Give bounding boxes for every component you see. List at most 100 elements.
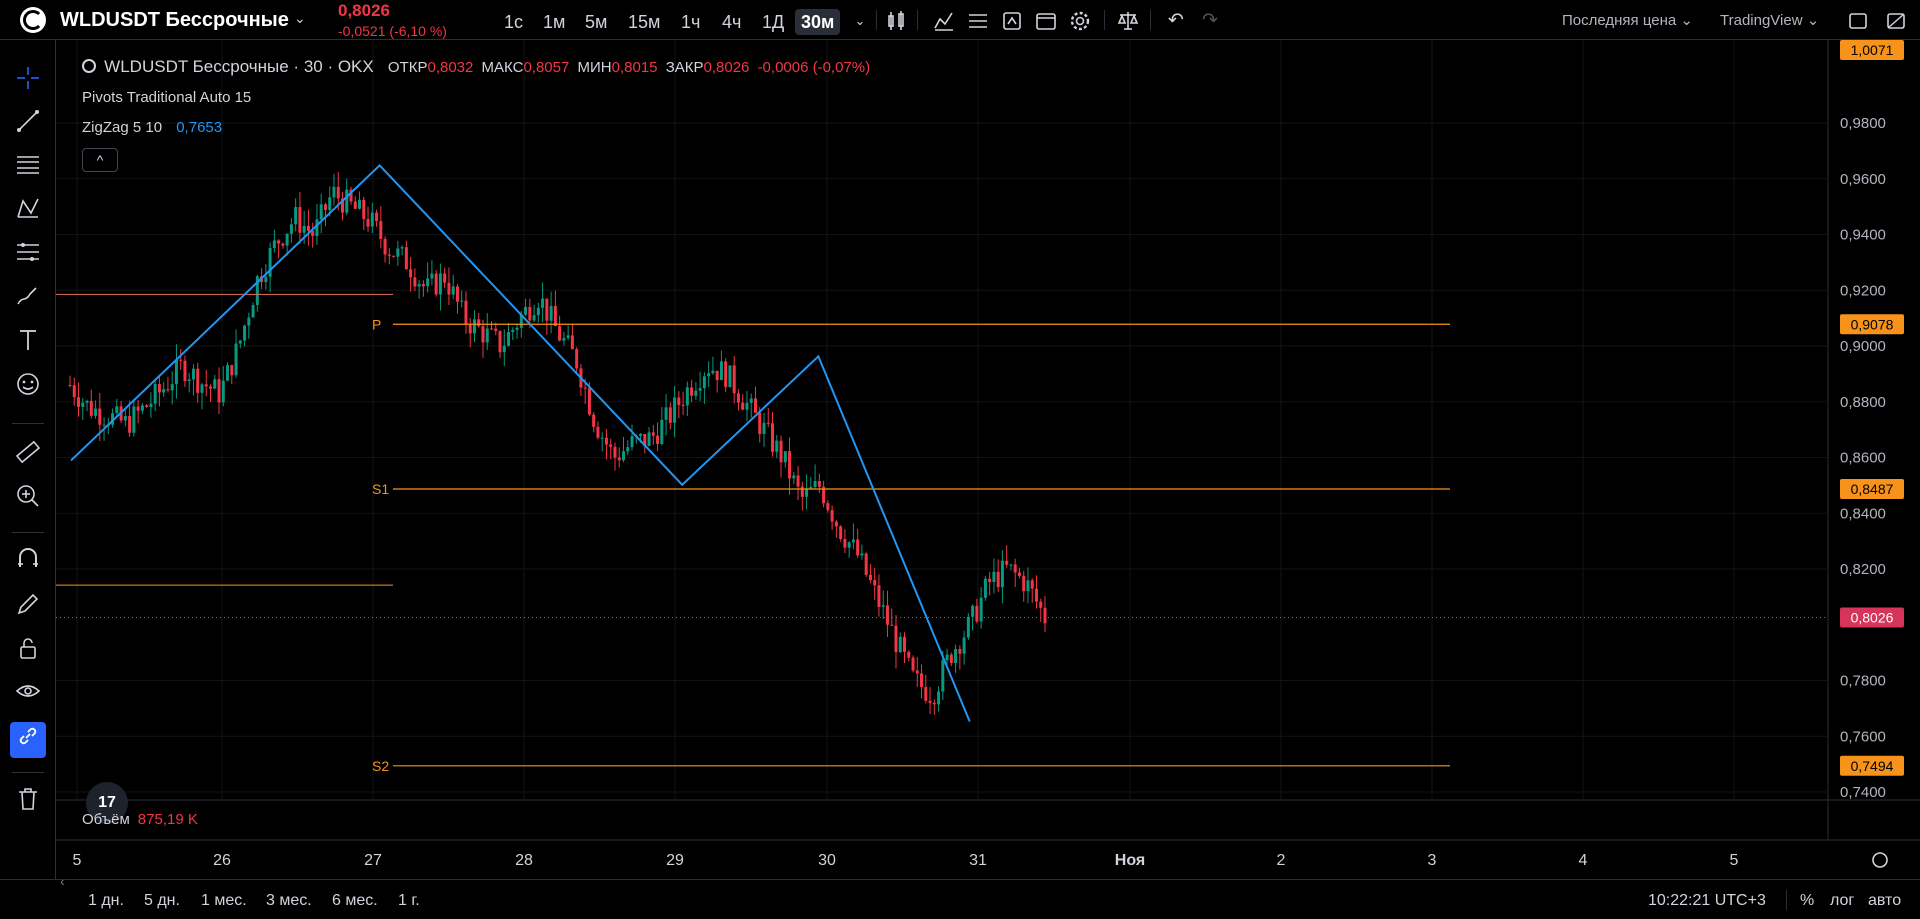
- candle: [490, 328, 494, 330]
- range-1d[interactable]: 1 дн.: [88, 892, 124, 909]
- candle: [502, 345, 506, 353]
- legend-title[interactable]: WLDUSDT Бессрочные · 30 · OKX: [104, 57, 374, 76]
- bottom-toolbar: 1 дн. 5 дн. 1 мес. 3 мес. 6 мес. 1 г. 10…: [0, 879, 1920, 919]
- chevron-left-icon[interactable]: ‹: [60, 873, 65, 889]
- indicators-icon[interactable]: [932, 9, 956, 33]
- legend-open: 0,8032: [427, 59, 474, 76]
- fullscreen-icon[interactable]: [1846, 9, 1870, 33]
- chevron-down-icon[interactable]: ⌄: [294, 10, 306, 26]
- symbol-logo-icon[interactable]: [20, 7, 46, 33]
- alert-icon[interactable]: [1000, 9, 1024, 33]
- link-icon[interactable]: [10, 722, 46, 758]
- candle: [617, 457, 621, 461]
- chart-area[interactable]: P S1 S2 0,9800 0,9600 0,9400 0,9200 0,9000 0,88…: [0, 40, 1920, 879]
- templates-icon[interactable]: [966, 9, 990, 33]
- range-1m[interactable]: 1 мес.: [201, 892, 247, 909]
- gear-icon[interactable]: [1068, 9, 1092, 33]
- forecast-icon[interactable]: [14, 238, 42, 266]
- candle: [481, 326, 485, 343]
- candle: [558, 325, 562, 341]
- auto-toggle[interactable]: авто: [1868, 892, 1902, 909]
- candle: [413, 277, 417, 287]
- fib-lines-icon[interactable]: [14, 151, 42, 179]
- time-tick: 5: [1730, 852, 1739, 869]
- trend-line-icon[interactable]: [14, 107, 42, 135]
- timeframe-4h[interactable]: 4ч: [722, 12, 742, 32]
- candles-icon[interactable]: [884, 9, 908, 33]
- percent-toggle[interactable]: %: [1800, 892, 1815, 909]
- time-tick: 3: [1428, 852, 1437, 869]
- compare-scale-icon[interactable]: [1116, 9, 1140, 33]
- range-1y[interactable]: 1 г.: [398, 892, 420, 909]
- candle: [1034, 588, 1038, 602]
- candle: [766, 422, 770, 424]
- legend-close: 0,8026: [703, 59, 750, 76]
- gear-icon[interactable]: [1872, 852, 1888, 868]
- undo-icon[interactable]: ↶: [1168, 10, 1184, 31]
- eye-icon[interactable]: [14, 677, 42, 705]
- candle: [851, 539, 855, 543]
- replay-icon[interactable]: [1034, 9, 1058, 33]
- candle: [111, 413, 115, 425]
- timeframe-5m[interactable]: 5м: [585, 12, 608, 32]
- magnet-icon[interactable]: [14, 545, 42, 573]
- brush-icon[interactable]: [14, 282, 42, 310]
- timeframe-1s[interactable]: 1с: [504, 12, 524, 32]
- timeframe-1h[interactable]: 1ч: [681, 12, 701, 32]
- chart-canvas[interactable]: P S1 S2 0,9800 0,9600 0,9400 0,9200 0,9000 0,88…: [0, 40, 1920, 879]
- range-6m[interactable]: 6 мес.: [332, 892, 378, 909]
- range-3m[interactable]: 3 мес.: [266, 892, 312, 909]
- candle: [247, 317, 251, 326]
- price-tick: 0,9000: [1840, 338, 1886, 355]
- pivot-price-text: 0,7494: [1851, 758, 1894, 774]
- timeframe-1m[interactable]: 1м: [543, 12, 566, 32]
- text-icon[interactable]: [14, 326, 42, 354]
- candle: [515, 327, 519, 330]
- volume-legend[interactable]: Объём 875,19 K: [82, 811, 198, 828]
- timeframe-dropdown-icon[interactable]: ⌄: [854, 13, 866, 28]
- candle: [885, 605, 889, 625]
- candle: [1013, 564, 1017, 573]
- candle: [745, 402, 749, 410]
- candle: [949, 654, 953, 663]
- candle: [694, 390, 698, 396]
- screenshot-icon[interactable]: [1884, 9, 1908, 33]
- timeframe-1d[interactable]: 1Д: [762, 12, 785, 32]
- candle: [392, 255, 396, 257]
- ruler-icon[interactable]: [14, 438, 42, 466]
- candle: [868, 574, 872, 581]
- lock-icon[interactable]: [14, 634, 42, 662]
- price-type-dropdown[interactable]: Последняя цена ⌄: [1562, 12, 1693, 29]
- timeframe-15m[interactable]: 15м: [628, 12, 661, 32]
- top-toolbar: WLDUSDT Бессрочные ⌄ 0,8026 -0,0521 (-6,…: [0, 0, 1920, 40]
- pattern-icon[interactable]: [14, 195, 42, 223]
- emoji-icon[interactable]: [14, 370, 42, 398]
- candle: [1017, 572, 1021, 576]
- range-5d[interactable]: 5 дн.: [144, 892, 180, 909]
- trash-icon[interactable]: [14, 785, 42, 813]
- candle: [983, 578, 987, 598]
- clock[interactable]: 10:22:21 UTC+3: [1648, 892, 1766, 909]
- symbol-name[interactable]: WLDUSDT Бессрочные: [60, 9, 289, 31]
- candle: [400, 247, 404, 249]
- timeframe-30m[interactable]: 30м: [795, 9, 841, 35]
- candle: [736, 393, 740, 403]
- candle: [140, 405, 144, 411]
- broker-dropdown[interactable]: TradingView ⌄: [1720, 12, 1820, 29]
- legend-collapse-button[interactable]: ^: [82, 148, 118, 172]
- legend-pivots[interactable]: Pivots Traditional Auto 15: [82, 89, 252, 106]
- crosshair-icon[interactable]: [14, 64, 42, 92]
- price-tick: 0,9200: [1840, 282, 1886, 299]
- candle: [562, 337, 566, 341]
- stay-drawing-icon[interactable]: [14, 590, 42, 618]
- candle: [468, 324, 472, 334]
- candle: [358, 199, 362, 209]
- redo-icon[interactable]: ↷: [1202, 10, 1218, 31]
- candle: [379, 221, 383, 239]
- time-tick: Ноя: [1115, 852, 1145, 869]
- zoom-in-icon[interactable]: [14, 482, 42, 510]
- candle: [647, 432, 651, 446]
- tradingview-logo[interactable]: 17: [86, 782, 128, 824]
- log-toggle[interactable]: лог: [1830, 892, 1855, 909]
- legend-zigzag[interactable]: ZigZag 5 10 0,7653: [82, 119, 226, 136]
